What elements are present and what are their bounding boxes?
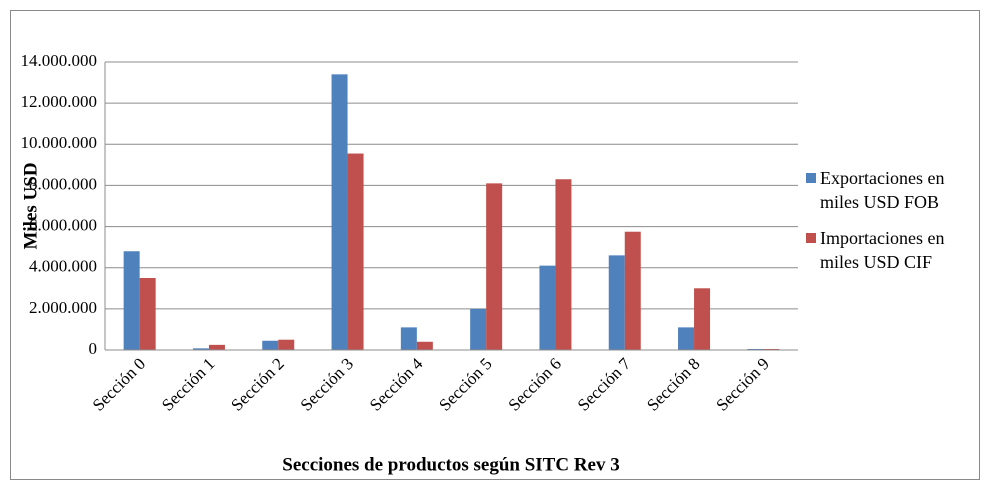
x-tick-label: Sección 9 bbox=[712, 354, 773, 415]
bar bbox=[331, 74, 348, 350]
x-tick-label: Sección 7 bbox=[574, 354, 635, 415]
y-tick-label: 10.000.000 bbox=[21, 133, 98, 152]
x-tick-label: Sección 4 bbox=[366, 354, 427, 415]
bar bbox=[416, 341, 433, 350]
x-tick-label: Sección 8 bbox=[643, 354, 704, 415]
y-tick-label: 6.000.000 bbox=[29, 215, 97, 234]
legend-swatch bbox=[806, 233, 816, 243]
bar bbox=[555, 179, 572, 350]
y-axis-label: Miles USD bbox=[20, 162, 41, 249]
bar bbox=[192, 348, 209, 350]
bar bbox=[608, 255, 625, 350]
bar bbox=[262, 340, 279, 350]
bar bbox=[678, 327, 695, 350]
bar bbox=[139, 278, 156, 350]
legend-item: Importaciones en miles USD CIF bbox=[806, 226, 986, 274]
x-tick-label: Sección 2 bbox=[227, 354, 288, 415]
legend-item: Exportaciones en miles USD FOB bbox=[806, 166, 986, 214]
legend-label: Exportaciones en miles USD FOB bbox=[820, 168, 945, 212]
y-tick-label: 4.000.000 bbox=[29, 257, 97, 276]
bar bbox=[763, 348, 780, 350]
x-tick-label: Sección 3 bbox=[297, 354, 358, 415]
bar bbox=[278, 339, 295, 350]
y-tick-label: 0 bbox=[89, 339, 98, 358]
bar bbox=[486, 183, 503, 350]
legend-swatch bbox=[806, 173, 816, 183]
x-tick-label: Sección 0 bbox=[89, 354, 150, 415]
bar bbox=[694, 288, 711, 350]
bar bbox=[400, 327, 417, 350]
bar bbox=[747, 348, 764, 350]
y-tick-label: 2.000.000 bbox=[29, 298, 97, 317]
x-tick-label: Sección 6 bbox=[505, 354, 566, 415]
bar bbox=[539, 265, 556, 350]
bar bbox=[624, 231, 641, 350]
x-axis-label: Secciones de productos según SITC Rev 3 bbox=[282, 454, 619, 475]
legend-label: Importaciones en miles USD CIF bbox=[820, 228, 945, 272]
x-tick-label: Sección 1 bbox=[158, 354, 219, 415]
bar bbox=[123, 251, 140, 350]
y-tick-label: 8.000.000 bbox=[29, 174, 97, 193]
bar bbox=[470, 308, 487, 350]
y-tick-label: 12.000.000 bbox=[21, 92, 98, 111]
x-tick-label: Sección 5 bbox=[435, 354, 496, 415]
bar bbox=[208, 344, 225, 350]
bar bbox=[347, 153, 364, 350]
chart-border bbox=[10, 10, 980, 480]
y-tick-label: 14.000.000 bbox=[21, 51, 98, 70]
